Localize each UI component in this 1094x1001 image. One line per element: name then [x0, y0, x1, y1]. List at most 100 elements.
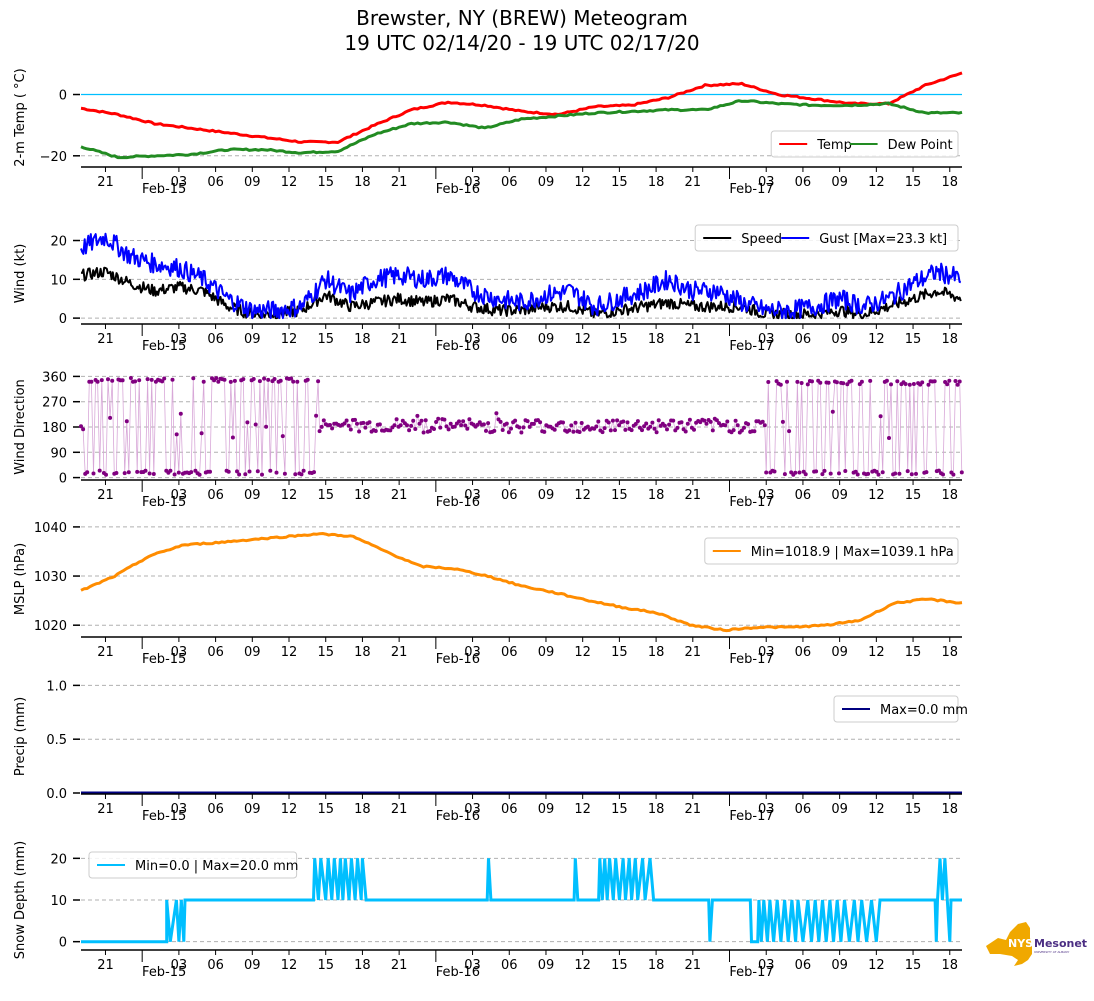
legend-label: Temp: [816, 138, 852, 153]
wind-direction-point: [415, 413, 420, 418]
wind-direction-point: [245, 420, 250, 425]
wind-direction-point: [843, 469, 848, 473]
wind-direction-point: [321, 418, 326, 423]
wind-direction-point: [407, 428, 412, 433]
x-tick-label-wdir: 06: [207, 488, 224, 503]
wind-direction-point: [342, 421, 347, 426]
wind-direction-point: [810, 379, 814, 384]
wind-direction-point: [436, 416, 441, 421]
wind-direction-point: [926, 382, 931, 387]
x-date-label-wind: Feb-15: [142, 339, 186, 354]
x-tick-label-snow: 12: [868, 958, 885, 973]
wind-direction-point: [172, 472, 177, 477]
wind-direction-point: [742, 425, 746, 430]
x-tick-label-wdir: 18: [354, 488, 371, 503]
x-tick-label-temp: 15: [611, 175, 628, 190]
x-tick-label-wdir: 06: [795, 488, 812, 503]
wind-direction-point: [226, 469, 231, 474]
x-date-label-mslp: Feb-17: [729, 652, 773, 667]
x-tick-label-temp: 21: [391, 175, 408, 190]
x-tick-label-temp: 15: [905, 175, 922, 190]
x-tick-label-mslp: 12: [574, 645, 591, 660]
wind-direction-point: [959, 470, 964, 475]
x-tick-label-mslp: 21: [685, 645, 702, 660]
wind-direction-point: [126, 470, 131, 475]
y-tick-label-snow: 10: [50, 894, 67, 909]
x-tick-label-temp: 12: [868, 175, 885, 190]
x-tick-label-temp: 21: [685, 175, 702, 190]
wind-direction-point: [348, 427, 353, 432]
y-tick-label-temp: −20: [40, 150, 67, 165]
wind-direction-point: [492, 428, 497, 433]
x-tick-label-wdir: 15: [317, 488, 334, 503]
wind-direction-point: [828, 471, 833, 476]
wind-direction-point: [525, 419, 530, 424]
x-date-label-temp: Feb-16: [436, 182, 480, 197]
wind-direction-point: [822, 468, 827, 473]
x-tick-label-mslp: 15: [611, 645, 628, 660]
wind-direction-point: [957, 379, 962, 384]
wind-direction-point: [521, 425, 526, 430]
x-date-label-precip: Feb-16: [436, 809, 480, 824]
x-tick-label-wdir: 06: [501, 488, 518, 503]
wind-direction-point: [89, 379, 94, 384]
x-tick-label-temp: 12: [281, 175, 298, 190]
wind-direction-point: [735, 423, 740, 428]
x-tick-label-wind: 18: [941, 332, 958, 347]
y-tick-label-mslp: 1030: [34, 570, 67, 585]
wind-direction-point: [683, 429, 688, 434]
wind-direction-point: [907, 382, 912, 387]
x-tick-label-snow: 15: [611, 958, 628, 973]
wind-direction-point: [606, 420, 611, 425]
x-tick-label-snow: 15: [905, 958, 922, 973]
wind-direction-point: [143, 468, 148, 473]
wind-direction-point: [733, 418, 738, 423]
wind-direction-point: [517, 425, 522, 430]
wind-direction-point: [253, 422, 258, 427]
y-tick-label-wdir: 0: [59, 472, 67, 487]
x-tick-label-temp: 03: [464, 175, 481, 190]
x-tick-label-temp: 18: [941, 175, 958, 190]
wind-direction-point: [805, 382, 810, 387]
y-axis-label-precip: Precip (mm): [13, 697, 28, 776]
wind-direction-point: [932, 379, 937, 384]
wind-direction-point: [635, 419, 640, 424]
x-tick-label-mslp: 09: [831, 645, 848, 660]
wind-direction-point: [527, 424, 532, 429]
wind-direction-point: [291, 379, 296, 384]
wind-direction-point: [151, 472, 156, 476]
wind-direction-point: [880, 470, 885, 475]
wind-direction-point: [679, 420, 684, 425]
wind-direction-point: [731, 428, 736, 433]
wind-direction-point: [317, 429, 322, 434]
x-tick-label-precip: 21: [391, 802, 408, 817]
x-tick-label-wdir: 15: [611, 488, 628, 503]
x-tick-label-mslp: 06: [795, 645, 812, 660]
wind-direction-point: [866, 471, 871, 476]
wind-direction-point: [481, 422, 486, 427]
wind-direction-point: [85, 470, 90, 475]
x-tick-label-wdir: 21: [97, 488, 114, 503]
x-date-label-mslp: Feb-16: [436, 652, 480, 667]
wind-direction-point: [778, 382, 783, 387]
wind-direction-point: [361, 420, 366, 425]
wind-direction-point: [128, 376, 133, 380]
x-tick-label-wind: 06: [207, 332, 224, 347]
panel-mslp: 1020 1030 1040 MSLP (hPa) 21 03 06 09 12 15 18 21 03…: [13, 521, 963, 667]
wind-direction-point: [278, 378, 283, 383]
wind-direction-point: [262, 376, 267, 381]
wind-direction-point: [467, 417, 472, 422]
wind-direction-point: [552, 427, 557, 432]
x-tick-label-snow: 09: [244, 958, 261, 973]
wind-direction-point: [504, 421, 509, 426]
x-tick-label-temp: 21: [97, 175, 114, 190]
wind-direction-point: [461, 419, 466, 424]
wind-direction-point: [120, 378, 125, 383]
wind-direction-point: [162, 376, 167, 381]
wind-direction-point: [567, 428, 572, 433]
x-tick-label-temp: 15: [317, 175, 334, 190]
wind-direction-point: [463, 423, 468, 428]
wind-direction-point: [625, 420, 630, 425]
wind-direction-point: [357, 429, 362, 434]
wind-direction-point: [876, 472, 881, 477]
